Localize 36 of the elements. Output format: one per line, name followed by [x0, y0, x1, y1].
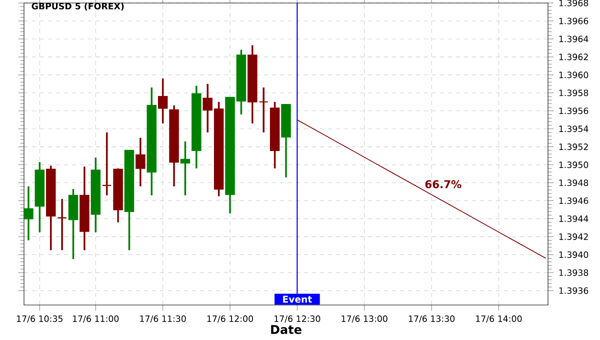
y-tick-label: 1.3954 — [559, 126, 588, 132]
y-tick-label: 1.3950 — [559, 162, 588, 168]
y-tick-label: 1.3968 — [559, 0, 588, 6]
x-tick-label: 17/6 12:00 — [207, 315, 254, 323]
y-tick-label: 1.3956 — [559, 108, 588, 114]
y-tick-label: 1.3944 — [559, 215, 588, 222]
ref-line-label: Event — [283, 296, 312, 303]
x-tick-label: 17/6 13:30 — [408, 315, 455, 323]
x-tick-label: 17/6 10:35 — [17, 315, 62, 323]
chart-title: GBPUSD 5 (FOREX) — [32, 2, 124, 10]
x-axis-title: Date — [271, 325, 302, 334]
y-tick-label: 1.3960 — [559, 72, 588, 78]
x-tick-label: 17/6 13:00 — [342, 315, 388, 323]
x-tick-label: 17/6 14:00 — [476, 315, 522, 323]
candlestick — [258, 86, 268, 134]
y-tick-label: 1.3966 — [559, 18, 588, 24]
y-tick-label: 1.3948 — [559, 180, 588, 186]
y-tick-label: 1.3936 — [559, 287, 588, 294]
x-tick-label: 17/6 11:00 — [73, 315, 119, 323]
x-tick-label: 17/6 12:30 — [274, 315, 320, 323]
y-tick-label: 1.3964 — [559, 36, 588, 42]
annotation: 66.7% — [425, 180, 462, 188]
y-tick-label: 1.3952 — [559, 144, 588, 150]
y-tick-label: 1.3946 — [559, 197, 588, 204]
candlestick — [24, 185, 34, 242]
candlestick — [102, 132, 112, 196]
candlestick — [158, 78, 168, 124]
candlestick — [136, 136, 146, 188]
y-tick-label: 1.3938 — [559, 269, 588, 276]
y-tick-label: 1.3962 — [559, 54, 588, 60]
y-tick-label: 1.3940 — [559, 251, 588, 258]
x-tick-label: 17/6 11:30 — [140, 315, 186, 323]
y-tick-label: 1.3942 — [559, 233, 588, 240]
candlestick — [57, 198, 67, 252]
y-tick-label: 1.3958 — [559, 90, 588, 96]
candlestick — [180, 140, 190, 196]
